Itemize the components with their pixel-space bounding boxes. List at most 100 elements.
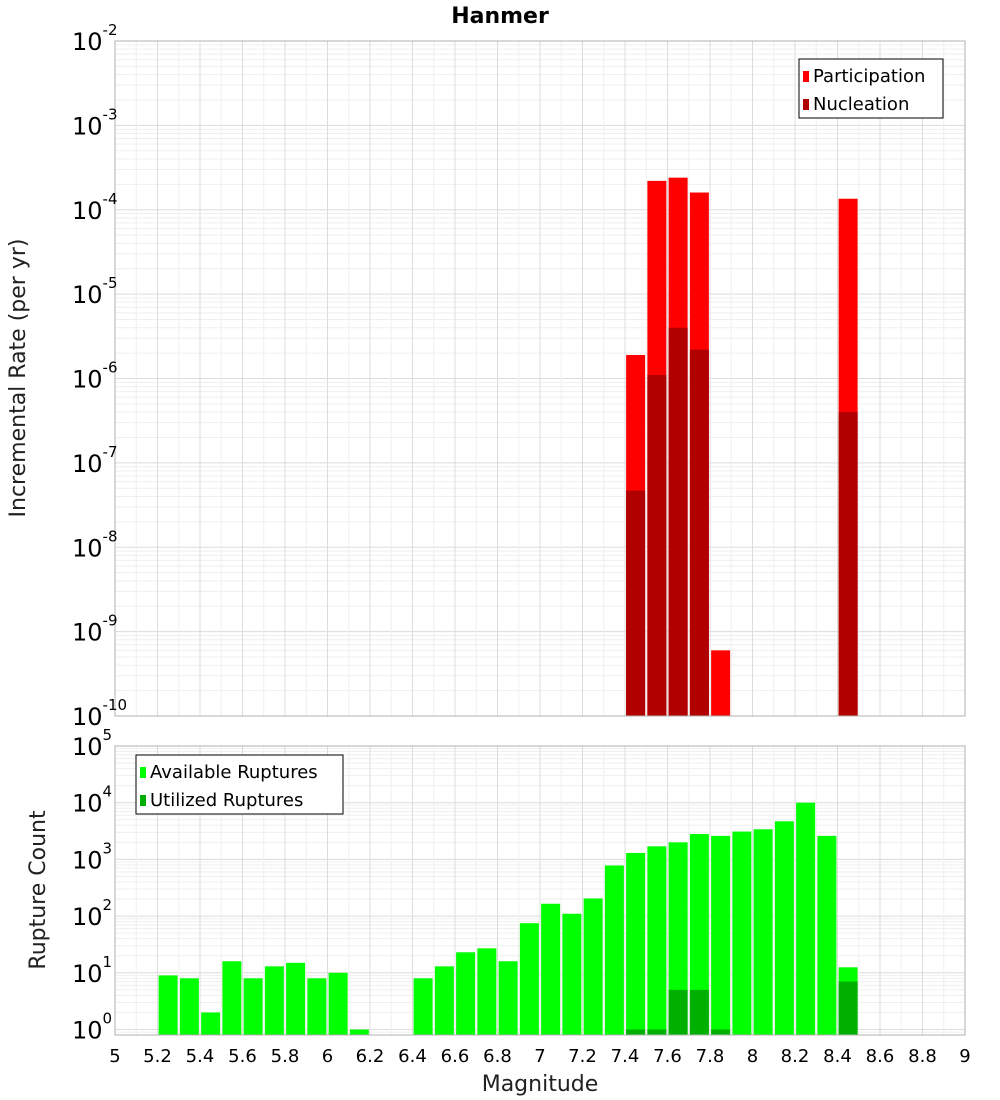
series-1 bbox=[626, 981, 858, 1035]
bar bbox=[498, 961, 518, 1035]
bar bbox=[222, 961, 242, 1035]
bar bbox=[647, 1029, 667, 1035]
y-tick-label: 100 bbox=[72, 1010, 112, 1045]
series-1 bbox=[626, 327, 858, 716]
x-tick-label: 8.4 bbox=[823, 1046, 852, 1067]
series-0 bbox=[158, 802, 858, 1035]
bar bbox=[626, 1029, 646, 1035]
y-tick-label: 10-9 bbox=[72, 612, 118, 647]
gridlines bbox=[114, 40, 966, 717]
bar bbox=[158, 975, 178, 1035]
legend-label: Available Ruptures bbox=[150, 762, 318, 783]
bar bbox=[456, 952, 476, 1035]
plot-frame bbox=[114, 745, 966, 1036]
bar bbox=[519, 923, 539, 1035]
x-tick-label: 6 bbox=[322, 1046, 333, 1067]
y-tick-label: 10-4 bbox=[72, 190, 118, 225]
bar bbox=[647, 846, 667, 1035]
x-tick-label: 7.2 bbox=[568, 1046, 597, 1067]
bar bbox=[626, 490, 646, 716]
bar bbox=[668, 989, 688, 1035]
y-tick-label: 10-5 bbox=[72, 274, 118, 309]
y-tick-label: 10-6 bbox=[72, 359, 118, 394]
legend: Available Ruptures Utilized Ruptures bbox=[135, 754, 344, 815]
bar bbox=[711, 1029, 731, 1035]
y-tick-label: 10-8 bbox=[72, 527, 118, 562]
legend-label: Utilized Ruptures bbox=[150, 790, 303, 811]
bar bbox=[689, 349, 709, 716]
x-tick-label: 8.2 bbox=[781, 1046, 810, 1067]
bottom-panel: 100 101 102 103 104 105 Available Ruptures Util… bbox=[72, 726, 971, 1067]
x-tick-label: 6.4 bbox=[398, 1046, 427, 1067]
y-tick-labels: 100 101 102 103 104 105 bbox=[72, 726, 112, 1045]
bar bbox=[562, 913, 582, 1035]
x-tick-label: 5.6 bbox=[228, 1046, 257, 1067]
bar bbox=[668, 327, 688, 716]
y-tick-label: 102 bbox=[72, 896, 112, 931]
bar bbox=[349, 1029, 369, 1035]
bar bbox=[328, 972, 348, 1035]
bar bbox=[604, 865, 624, 1035]
legend-swatch bbox=[140, 767, 146, 778]
bar bbox=[583, 898, 603, 1035]
bottom-y-axis-label: Rupture Count bbox=[26, 810, 51, 970]
x-tick-labels: 5 5.2 5.4 5.6 5.8 6 6.2 6.4 6.6 6.8 7 7.2 7.4 7.6 7.8 8… bbox=[109, 1046, 970, 1067]
bar bbox=[689, 834, 709, 1035]
y-tick-label: 10-10 bbox=[72, 696, 127, 731]
bar bbox=[264, 966, 284, 1035]
bar bbox=[179, 978, 199, 1035]
x-tick-label: 8 bbox=[747, 1046, 758, 1067]
top-y-axis-label: Incremental Rate (per yr) bbox=[6, 239, 31, 518]
bar bbox=[732, 831, 752, 1035]
legend-label: Nucleation bbox=[813, 94, 909, 115]
x-tick-label: 6.2 bbox=[356, 1046, 385, 1067]
y-tick-label: 10-2 bbox=[72, 21, 118, 56]
bar bbox=[774, 821, 794, 1035]
x-tick-label: 6.6 bbox=[441, 1046, 470, 1067]
bar bbox=[434, 966, 454, 1035]
legend-box bbox=[135, 754, 344, 815]
x-tick-label: 9 bbox=[959, 1046, 970, 1067]
bar bbox=[477, 948, 497, 1035]
x-tick-label: 7.8 bbox=[696, 1046, 725, 1067]
x-tick-label: 6.8 bbox=[483, 1046, 512, 1067]
bar bbox=[711, 650, 731, 716]
top-panel: 10-10 10-9 10-8 10-7 10-6 10-5 10-4 10-3 10-2 Par… bbox=[72, 21, 966, 731]
y-tick-label: 10-7 bbox=[72, 443, 118, 478]
x-tick-label: 8.6 bbox=[866, 1046, 895, 1067]
bar bbox=[689, 989, 709, 1035]
bar bbox=[753, 829, 773, 1035]
bar bbox=[307, 978, 327, 1035]
bar bbox=[817, 835, 837, 1035]
y-tick-label: 105 bbox=[72, 726, 112, 761]
bar bbox=[626, 852, 646, 1035]
x-tick-label: 8.8 bbox=[908, 1046, 937, 1067]
legend-label: Participation bbox=[813, 66, 925, 87]
x-tick-label: 5 bbox=[109, 1046, 120, 1067]
legend-swatch bbox=[140, 795, 146, 806]
y-tick-label: 103 bbox=[72, 839, 112, 874]
x-tick-label: 7.6 bbox=[653, 1046, 682, 1067]
x-tick-label: 5.8 bbox=[271, 1046, 300, 1067]
bar bbox=[541, 903, 561, 1035]
bar bbox=[838, 981, 858, 1035]
y-tick-label: 10-3 bbox=[72, 105, 118, 140]
bar bbox=[711, 835, 731, 1035]
legend-swatch bbox=[803, 99, 809, 110]
chart-title: Hanmer bbox=[451, 4, 549, 29]
legend-swatch bbox=[803, 71, 809, 82]
y-tick-label: 101 bbox=[72, 953, 112, 988]
plot-frame bbox=[114, 40, 966, 717]
bar bbox=[838, 412, 858, 716]
bar bbox=[413, 978, 433, 1035]
legend: Participation Nucleation bbox=[798, 58, 944, 119]
legend-box bbox=[798, 58, 944, 119]
x-axis-label: Magnitude bbox=[482, 1072, 599, 1097]
x-tick-label: 7.4 bbox=[611, 1046, 640, 1067]
x-tick-label: 5.2 bbox=[143, 1046, 172, 1067]
bar bbox=[647, 375, 667, 716]
bar bbox=[201, 1012, 221, 1035]
y-tick-label: 104 bbox=[72, 783, 112, 818]
bar bbox=[668, 842, 688, 1035]
